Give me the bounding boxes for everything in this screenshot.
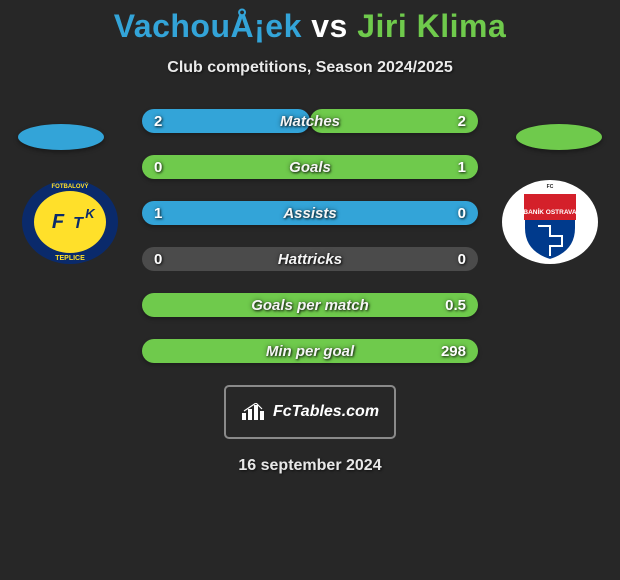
subtitle: Club competitions, Season 2024/2025 (0, 59, 620, 77)
stat-row: 1 0 Assists (142, 201, 478, 225)
stat-row: 298 Min per goal (142, 339, 478, 363)
stat-label: Min per goal (266, 343, 354, 360)
brand-box: FcTables.com (224, 385, 396, 439)
brand-text: FcTables.com (273, 403, 379, 421)
stat-label: Assists (283, 205, 336, 222)
stat-row: 0 0 Hattricks (142, 247, 478, 271)
stat-label: Goals per match (251, 297, 369, 314)
stat-value-right: 2 (458, 113, 466, 130)
stat-row: 2 2 Matches (142, 109, 478, 133)
stat-label: Goals (289, 159, 331, 176)
stat-value-right: 1 (458, 159, 466, 176)
stat-label: Matches (280, 113, 340, 130)
date-text: 16 september 2024 (0, 457, 620, 475)
stat-value-right: 0 (458, 205, 466, 222)
stat-row: 0 1 Goals (142, 155, 478, 179)
comparison-title: VachouÅ¡ek vs Jiri Klima (0, 0, 620, 45)
player1-name: VachouÅ¡ek (114, 8, 302, 44)
player2-name: Jiri Klima (357, 8, 506, 44)
vs-text: vs (311, 8, 348, 44)
stat-label: Hattricks (278, 251, 342, 268)
stat-value-right: 0 (458, 251, 466, 268)
stats-bars: 2 2 Matches 0 1 Goals 1 0 Assists 0 0 Hattricks 0.5 G… (142, 109, 478, 363)
stat-value-left: 0 (154, 251, 162, 268)
stat-row: 0.5 Goals per match (142, 293, 478, 317)
bar-chart-icon (241, 403, 267, 421)
stat-value-left: 1 (154, 205, 162, 222)
stat-value-left: 0 (154, 159, 162, 176)
stat-value-right: 298 (441, 343, 466, 360)
stat-value-right: 0.5 (445, 297, 466, 314)
stat-value-left: 2 (154, 113, 162, 130)
